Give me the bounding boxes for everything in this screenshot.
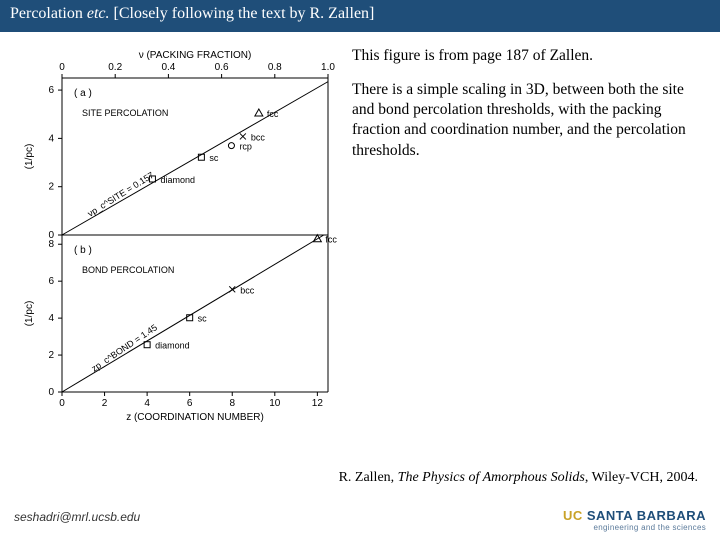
ref-book: The Physics of Amorphous Solids	[398, 470, 585, 485]
svg-text:bcc: bcc	[240, 285, 255, 295]
ref-author: R. Zallen,	[339, 470, 398, 485]
svg-text:6: 6	[48, 85, 54, 96]
svg-text:SITE PERCOLATION: SITE PERCOLATION	[82, 108, 168, 118]
svg-text:2: 2	[48, 182, 54, 193]
svg-text:diamond: diamond	[155, 341, 190, 351]
svg-text:12: 12	[312, 398, 324, 409]
percolation-chart: 0 0.2 0.4 0.6 0.8 1.0 ν (PACKING FRACTION) 0 2 4 6…	[18, 46, 338, 426]
logo-prefix: UC	[563, 508, 587, 523]
svg-text:( a ): ( a )	[74, 88, 92, 99]
svg-text:4: 4	[144, 398, 150, 409]
svg-text:νp_c^SITE = 0.157: νp_c^SITE = 0.157	[86, 170, 156, 219]
svg-text:0.6: 0.6	[215, 62, 229, 73]
svg-text:4: 4	[48, 133, 54, 144]
svg-text:BOND PERCOLATION: BOND PERCOLATION	[82, 265, 174, 275]
svg-text:8: 8	[48, 239, 54, 250]
svg-text:ν (PACKING FRACTION): ν (PACKING FRACTION)	[139, 50, 252, 61]
svg-text:8: 8	[229, 398, 235, 409]
svg-text:0: 0	[59, 398, 65, 409]
footer-email: seshadri@mrl.ucsb.edu	[14, 510, 140, 524]
svg-text:4: 4	[48, 313, 54, 324]
svg-text:sc: sc	[198, 314, 208, 324]
svg-text:fcc: fcc	[325, 235, 337, 245]
svg-text:0: 0	[48, 387, 54, 398]
paragraph-2: There is a simple scaling in 3D, between…	[352, 80, 702, 161]
svg-text:0: 0	[59, 62, 65, 73]
svg-text:bcc: bcc	[251, 132, 266, 142]
svg-text:10: 10	[269, 398, 281, 409]
svg-text:rcp: rcp	[239, 142, 252, 152]
svg-text:0.4: 0.4	[161, 62, 175, 73]
svg-text:2: 2	[102, 398, 108, 409]
svg-text:( b ): ( b )	[74, 245, 92, 256]
svg-text:6: 6	[48, 276, 54, 287]
svg-text:diamond: diamond	[160, 175, 195, 185]
svg-text:2: 2	[48, 350, 54, 361]
content-row: 0 0.2 0.4 0.6 0.8 1.0 ν (PACKING FRACTION) 0 2 4 6…	[0, 32, 720, 430]
svg-text:sc: sc	[209, 153, 219, 163]
svg-text:6: 6	[187, 398, 193, 409]
svg-text:1.0: 1.0	[321, 62, 335, 73]
logo-text: SANTA BARBARA	[587, 508, 706, 523]
ref-rest: , Wiley-VCH, 2004.	[585, 470, 698, 485]
title-italic: etc.	[87, 5, 110, 22]
svg-text:fcc: fcc	[267, 109, 279, 119]
svg-text:(1/pc): (1/pc)	[24, 144, 35, 170]
paragraph-1: This figure is from page 187 of Zallen.	[352, 46, 702, 66]
svg-text:0.2: 0.2	[108, 62, 122, 73]
logo-sub: engineering and the sciences	[563, 523, 706, 532]
title-main: Percolation	[10, 5, 87, 22]
reference-line: R. Zallen, The Physics of Amorphous Soli…	[339, 470, 698, 486]
footer-logo: UC SANTA BARBARA engineering and the sci…	[563, 508, 706, 532]
text-column: This figure is from page 187 of Zallen. …	[352, 46, 702, 426]
figure: 0 0.2 0.4 0.6 0.8 1.0 ν (PACKING FRACTION) 0 2 4 6…	[18, 46, 338, 426]
svg-text:z (COORDINATION NUMBER): z (COORDINATION NUMBER)	[126, 412, 264, 423]
title-bar: Percolation etc. [Closely following the …	[0, 0, 720, 32]
svg-text:(1/pc): (1/pc)	[24, 301, 35, 327]
logo-main: UC SANTA BARBARA	[563, 508, 706, 523]
svg-text:0.8: 0.8	[268, 62, 282, 73]
title-rest: [Closely following the text by R. Zallen…	[110, 5, 375, 22]
